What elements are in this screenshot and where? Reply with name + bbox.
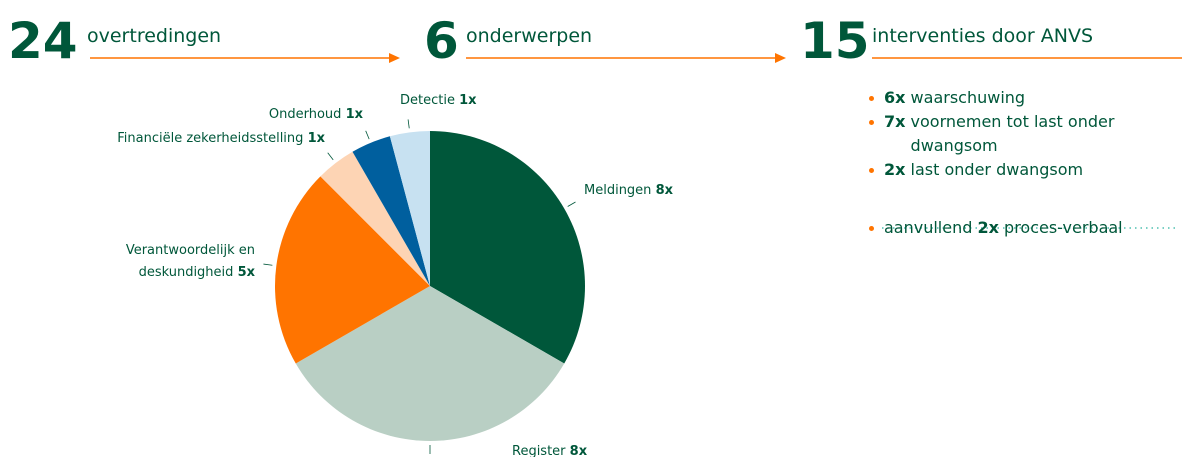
intervention-count: 2x: [884, 160, 906, 179]
slice-category: Verantwoordelijk en deskundigheid: [125, 243, 255, 280]
stat-number: 15: [800, 12, 870, 70]
slice-label: Verantwoordelijk en deskundigheid 5x: [40, 240, 255, 284]
pie-slice: [352, 136, 430, 286]
intervention-text: voornemen tot last onder dwangsom: [910, 112, 1115, 155]
stat-number: 24: [8, 12, 78, 70]
slice-category: Detectie: [400, 93, 455, 108]
intervention-text: proces-verbaal: [1004, 218, 1123, 237]
leader-line: [263, 263, 273, 266]
intervention-item: 2x last onder dwangsom: [866, 158, 1164, 182]
intervention-item: 6x waarschuwing: [866, 86, 1164, 110]
slice-value: 8x: [569, 444, 588, 457]
slice-value: 1x: [345, 107, 363, 122]
intervention-text: last onder dwangsom: [910, 160, 1084, 179]
slice-label: Detectie 1x: [400, 90, 520, 112]
intervention-text: waarschuwing: [910, 88, 1026, 107]
slice-value: 1x: [307, 131, 325, 146]
slice-category: Financiële zekerheidsstelling: [117, 131, 304, 146]
stat-label: overtredingen: [87, 25, 222, 47]
arrow-head: [389, 53, 400, 63]
slice-category: Register: [512, 444, 566, 457]
pie-slice: [275, 176, 430, 364]
slice-value: 1x: [459, 93, 477, 108]
intervention-item: 7x voornemen tot last onder dwangsom: [866, 110, 1164, 158]
slice-label: Financiële zekerheidsstelling 1x: [40, 128, 325, 150]
pie-slice: [389, 131, 430, 286]
pie-slice: [320, 151, 430, 286]
stat-label: onderwerpen: [466, 25, 593, 47]
slice-value: 5x: [237, 265, 255, 280]
slice-label: Register 8x: [512, 441, 632, 457]
leader-line: [327, 152, 334, 161]
slice-value: 8x: [655, 183, 673, 198]
stat-label: interventies door ANVS: [872, 25, 1094, 47]
leader-line: [567, 201, 576, 207]
intervention-count: 7x: [884, 112, 906, 131]
leader-line: [365, 130, 370, 140]
intervention-pre: aanvullend: [884, 218, 973, 237]
arrow-head: [775, 53, 786, 63]
intervention-item: aanvullend 2x proces-verbaal: [866, 216, 1164, 240]
slice-label: Meldingen 8x: [584, 180, 704, 202]
pie-slice: [430, 131, 585, 364]
slice-category: Meldingen: [584, 183, 652, 198]
leader-line: [407, 119, 410, 129]
intervention-count: 6x: [884, 88, 906, 107]
intervention-list: 6x waarschuwing 7x voornemen tot last ond…: [866, 86, 1164, 240]
slice-label: Onderhoud 1x: [200, 104, 363, 126]
stat-number: 6: [424, 12, 459, 70]
slice-category: Onderhoud: [268, 107, 342, 122]
intervention-count: 2x: [977, 218, 999, 237]
